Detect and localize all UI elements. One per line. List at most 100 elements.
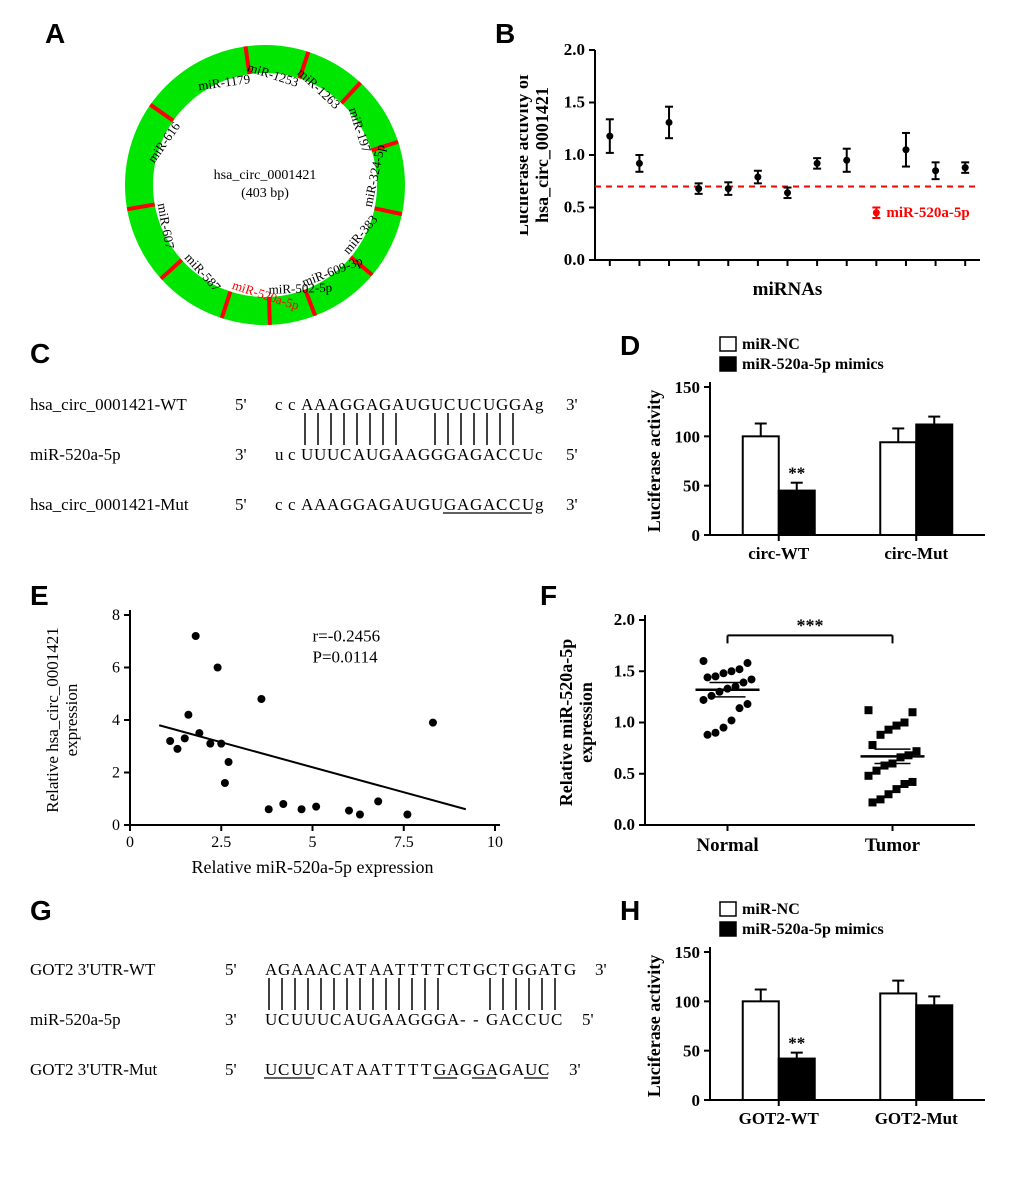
svg-text:0: 0: [126, 834, 134, 851]
svg-text:8: 8: [112, 607, 120, 624]
svg-text:G: G: [444, 495, 456, 514]
svg-text:6: 6: [112, 660, 120, 677]
svg-text:T: T: [356, 960, 367, 979]
svg-text:**: **: [788, 1034, 805, 1053]
svg-text:miR-520a-5p: miR-520a-5p: [30, 445, 121, 464]
svg-text:G: G: [496, 395, 508, 414]
svg-text:C: C: [512, 1010, 523, 1029]
svg-text:0: 0: [692, 1091, 701, 1110]
svg-text:A: A: [392, 495, 405, 514]
svg-text:C: C: [317, 1060, 328, 1079]
svg-text:U: U: [265, 1060, 277, 1079]
svg-text:A: A: [538, 960, 551, 979]
svg-text:miR-NC: miR-NC: [742, 901, 800, 918]
svg-text:A: A: [447, 1060, 460, 1079]
svg-text:Luciferase activity ofhsa_circ: Luciferase activity ofhsa_circ_0001421: [520, 73, 552, 236]
svg-text:U: U: [265, 1010, 277, 1029]
svg-text:G: G: [444, 445, 456, 464]
svg-text:U: U: [304, 1010, 316, 1029]
svg-text:3': 3': [566, 395, 578, 414]
svg-text:T: T: [395, 960, 406, 979]
svg-text:T: T: [421, 960, 432, 979]
svg-text:0.5: 0.5: [614, 764, 635, 783]
svg-text:U: U: [457, 395, 469, 414]
svg-text:C: C: [278, 1060, 289, 1079]
svg-text:G: G: [369, 1010, 381, 1029]
svg-text:G: G: [512, 960, 524, 979]
svg-text:G: G: [509, 395, 521, 414]
svg-text:GOT2 3'UTR-Mut: GOT2 3'UTR-Mut: [30, 1060, 158, 1079]
svg-text:A: A: [483, 495, 496, 514]
svg-text:C: C: [525, 1010, 536, 1029]
svg-text:Luciferase activity: Luciferase activity: [644, 390, 664, 532]
svg-text:C: C: [278, 1010, 289, 1029]
svg-text:0.5: 0.5: [564, 198, 585, 217]
svg-text:T: T: [499, 960, 510, 979]
svg-text:5': 5': [235, 395, 247, 414]
svg-text:G: G: [499, 1060, 511, 1079]
svg-text:C: C: [509, 445, 520, 464]
svg-text:C: C: [486, 960, 497, 979]
svg-text:c: c: [288, 395, 296, 414]
svg-text:C: C: [330, 1010, 341, 1029]
svg-text:C: C: [330, 960, 341, 979]
svg-text:c: c: [275, 395, 283, 414]
svg-text:G: G: [353, 495, 365, 514]
svg-text:0.0: 0.0: [614, 815, 635, 834]
svg-text:A: A: [330, 1060, 343, 1079]
svg-text:circ-WT: circ-WT: [748, 544, 810, 563]
svg-text:10: 10: [487, 834, 503, 851]
svg-text:C: C: [551, 1010, 562, 1029]
svg-text:miRNAs: miRNAs: [753, 279, 823, 300]
svg-text:U: U: [405, 395, 417, 414]
svg-text:3': 3': [566, 495, 578, 514]
svg-text:T: T: [343, 1060, 354, 1079]
panel-a-circ-ring: miR-1179miR-1253miR-1263miR-197miR-324-5…: [80, 25, 450, 335]
svg-text:G: G: [473, 960, 485, 979]
svg-text:circ-Mut: circ-Mut: [884, 544, 948, 563]
svg-text:100: 100: [675, 992, 701, 1011]
svg-text:C: C: [496, 495, 507, 514]
svg-text:G: G: [379, 445, 391, 464]
svg-text:T: T: [382, 1060, 393, 1079]
svg-text:U: U: [291, 1010, 303, 1029]
svg-text:5': 5': [225, 1060, 237, 1079]
panel-h-label: H: [620, 895, 640, 927]
svg-text:5': 5': [235, 495, 247, 514]
svg-text:7.5: 7.5: [394, 834, 414, 851]
svg-text:c: c: [288, 495, 296, 514]
svg-text:U: U: [405, 495, 417, 514]
svg-text:A: A: [343, 960, 356, 979]
svg-text:150: 150: [675, 378, 701, 397]
svg-text:A: A: [265, 960, 278, 979]
svg-text:U: U: [522, 445, 534, 464]
panel-g-alignment: GOT2 3'UTR-WT5'AGAAACATAATTTTCTGCTGGATG3…: [20, 930, 640, 1130]
svg-text:G: G: [525, 960, 537, 979]
svg-text:T: T: [551, 960, 562, 979]
svg-text:T: T: [408, 960, 419, 979]
svg-text:0.0: 0.0: [564, 250, 585, 269]
svg-text:(403 bp): (403 bp): [241, 186, 289, 201]
panel-b-label: B: [495, 18, 515, 50]
svg-text:G: G: [408, 1010, 420, 1029]
svg-text:miR-520a-5p mimics: miR-520a-5p mimics: [742, 921, 884, 938]
svg-text:hsa_circ_0001421: hsa_circ_0001421: [214, 168, 317, 183]
svg-text:miR-520a-5p mimics: miR-520a-5p mimics: [742, 356, 884, 373]
svg-text:A: A: [369, 1060, 382, 1079]
svg-text:hsa_circ_0001421-Mut: hsa_circ_0001421-Mut: [30, 495, 189, 514]
svg-text:miR-520a-5p: miR-520a-5p: [886, 205, 969, 221]
svg-text:U: U: [538, 1010, 550, 1029]
svg-text:GOT2-Mut: GOT2-Mut: [875, 1109, 958, 1128]
svg-text:C: C: [444, 395, 455, 414]
svg-text:G: G: [486, 1010, 498, 1029]
svg-text:4: 4: [112, 712, 120, 729]
svg-text:T: T: [460, 960, 471, 979]
svg-text:C: C: [509, 495, 520, 514]
panel-b-scatter: 0.00.51.01.52.0miR-520a-5pLuciferase act…: [520, 30, 1000, 320]
svg-text:A: A: [392, 445, 405, 464]
svg-text:2: 2: [112, 765, 120, 782]
svg-text:A: A: [291, 960, 304, 979]
svg-text:Luciferase activity: Luciferase activity: [644, 955, 664, 1097]
panel-a-label: A: [45, 18, 65, 50]
panel-e-correlation: 0246802.557.510r=-0.2456P=0.0114Relative…: [45, 595, 525, 885]
